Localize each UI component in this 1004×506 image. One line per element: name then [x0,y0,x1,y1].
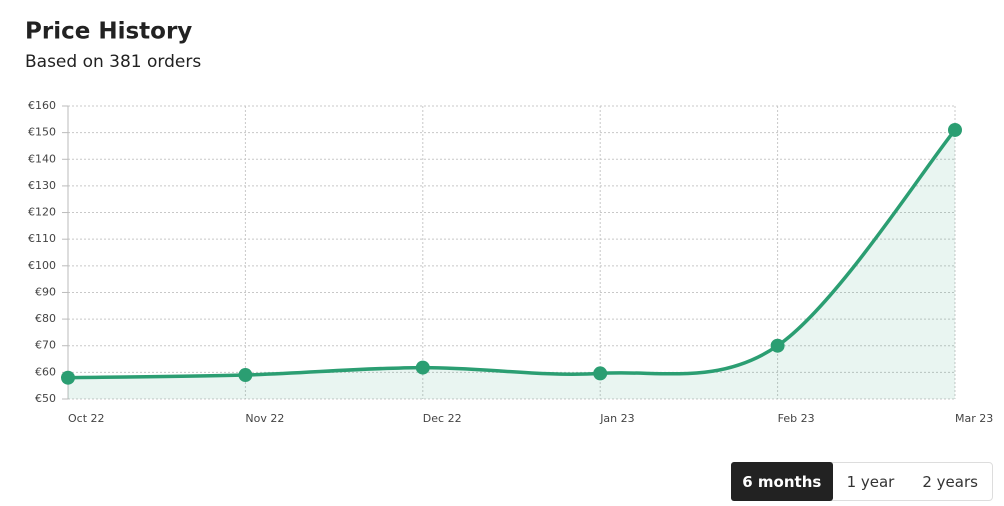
y-tick-label: €70 [35,339,56,352]
y-tick-label: €50 [35,392,56,405]
x-tick-label: Oct 22 [68,412,105,425]
y-tick-label: €130 [28,179,56,192]
chart-subtitle: Based on 381 orders [25,52,201,72]
x-tick-label: Feb 23 [778,412,815,425]
x-tick-label: Dec 22 [423,412,462,425]
y-tick-label: €120 [28,206,56,219]
range-button[interactable]: 1 year [833,463,909,500]
y-tick-label: €90 [35,285,56,298]
range-button[interactable]: 2 years [908,463,992,500]
point [61,370,75,385]
y-tick-label: €110 [28,232,56,245]
chart-title: Price History [25,19,192,45]
point [238,368,253,383]
x-tick-label: Jan 23 [599,412,634,425]
area [68,129,955,400]
point [770,338,785,353]
range-selector: 6 months 1 year 2 years [731,462,993,501]
x-tick-label: Mar 23 [955,412,993,425]
point [948,122,962,137]
y-tick-label: €160 [28,99,56,112]
y-tick-label: €60 [35,365,56,378]
y-tick-label: €80 [35,312,56,325]
y-tick-label: €150 [28,126,56,139]
y-tick-label: €100 [28,259,56,272]
point [593,366,608,381]
y-tick-label: €140 [28,152,56,165]
line [67,128,957,380]
plot-area: €50 €60 €70 €80 €90 €100 €110 €120 €130 €140 €150 €… [28,99,993,425]
x-tick-label: Nov 22 [245,412,284,425]
point [415,360,430,375]
range-button[interactable]: 6 months [731,462,833,501]
